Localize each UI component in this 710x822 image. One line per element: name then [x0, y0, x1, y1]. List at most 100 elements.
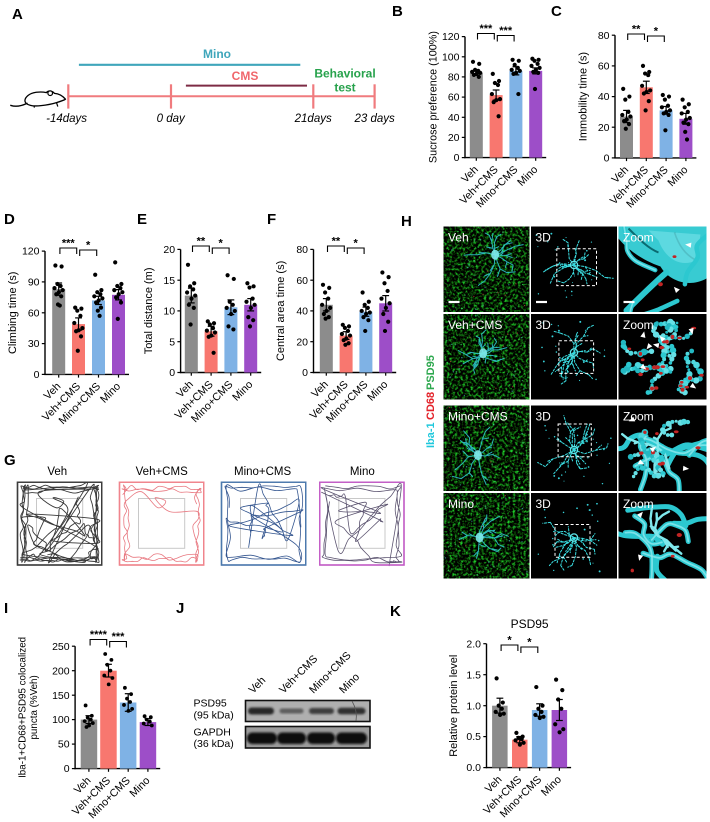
svg-text:CD68: CD68: [425, 392, 437, 420]
svg-text:0 day: 0 day: [157, 113, 186, 125]
svg-text:5: 5: [169, 336, 175, 348]
svg-text:40: 40: [296, 306, 308, 318]
svg-text:CMS: CMS: [232, 69, 259, 83]
svg-text:Zoom: Zoom: [623, 410, 654, 424]
svg-text:150: 150: [52, 690, 70, 702]
svg-text:60: 60: [28, 307, 40, 319]
svg-text:Mino: Mino: [98, 381, 123, 406]
svg-text:(36 kDa): (36 kDa): [194, 738, 234, 750]
svg-text:0: 0: [64, 763, 70, 775]
svg-text:*: *: [507, 635, 512, 647]
svg-text:*: *: [654, 26, 659, 38]
svg-text:Veh: Veh: [247, 674, 269, 696]
svg-text:20: 20: [163, 244, 175, 256]
svg-text:Mino: Mino: [515, 164, 540, 189]
svg-text:Mino+CMS: Mino+CMS: [448, 410, 508, 424]
svg-text:0: 0: [454, 152, 460, 164]
svg-text:23 days: 23 days: [353, 113, 395, 125]
svg-text:D: D: [4, 211, 15, 228]
svg-text:-14days: -14days: [46, 113, 87, 125]
svg-text:0: 0: [302, 367, 308, 379]
svg-text:Mino+CMS: Mino+CMS: [234, 466, 292, 478]
svg-text:80: 80: [598, 30, 610, 42]
svg-text:Veh: Veh: [47, 466, 67, 478]
svg-text:B: B: [392, 3, 403, 20]
svg-text:3D: 3D: [536, 410, 552, 424]
svg-text:1.5: 1.5: [466, 669, 481, 681]
svg-text:1.0: 1.0: [466, 700, 481, 712]
svg-text:Veh: Veh: [448, 231, 469, 245]
svg-text:90: 90: [28, 277, 40, 289]
svg-text:Mino: Mino: [337, 671, 362, 696]
svg-text:Iba-1: Iba-1: [425, 422, 437, 448]
svg-text:Behavioral: Behavioral: [314, 67, 375, 81]
svg-text:K: K: [390, 603, 401, 620]
svg-text:puncta (%Veh): puncta (%Veh): [29, 675, 40, 739]
svg-text:C: C: [551, 3, 562, 20]
svg-text:80: 80: [296, 244, 308, 256]
svg-text:250: 250: [52, 641, 70, 653]
svg-text:***: ***: [499, 25, 513, 37]
svg-text:Mino: Mino: [350, 466, 375, 478]
svg-text:*: *: [219, 238, 224, 250]
svg-text:100: 100: [52, 714, 70, 726]
svg-text:*: *: [86, 240, 91, 252]
svg-text:Total distance (m): Total distance (m): [143, 267, 155, 354]
svg-text:I: I: [4, 600, 8, 617]
svg-text:Immobility time (s): Immobility time (s): [577, 52, 589, 141]
svg-text:E: E: [137, 211, 147, 228]
svg-text:J: J: [176, 600, 184, 617]
svg-text:Sucrose preference (100%): Sucrose preference (100%): [428, 31, 440, 163]
svg-text:Veh+CMS: Veh+CMS: [448, 318, 502, 332]
svg-text:PSD95: PSD95: [425, 355, 437, 390]
svg-text:3D: 3D: [536, 497, 552, 511]
svg-text:PSD95: PSD95: [194, 698, 227, 710]
svg-text:0: 0: [34, 369, 40, 381]
svg-text:(95 kDa): (95 kDa): [194, 710, 234, 722]
svg-text:60: 60: [296, 275, 308, 287]
svg-text:60: 60: [448, 92, 460, 104]
svg-text:Climbing time (s): Climbing time (s): [7, 272, 19, 355]
svg-text:Mino: Mino: [203, 47, 231, 61]
svg-text:10: 10: [163, 306, 175, 318]
svg-text:20: 20: [598, 122, 610, 134]
svg-text:3D: 3D: [536, 231, 552, 245]
svg-text:0: 0: [169, 367, 175, 379]
svg-text:A: A: [12, 6, 23, 23]
svg-text:200: 200: [52, 665, 70, 677]
svg-text:**: **: [632, 24, 641, 36]
svg-text:0: 0: [604, 153, 610, 165]
svg-text:GAPDH: GAPDH: [194, 727, 231, 739]
svg-text:Zoom: Zoom: [623, 231, 654, 245]
svg-text:120: 120: [22, 246, 40, 258]
svg-text:***: ***: [479, 23, 493, 35]
svg-text:40: 40: [448, 112, 460, 124]
svg-text:test: test: [334, 81, 355, 95]
svg-text:120: 120: [442, 31, 460, 43]
svg-text:15: 15: [163, 275, 175, 287]
svg-text:20: 20: [296, 336, 308, 348]
svg-text:2.0: 2.0: [466, 638, 481, 650]
svg-text:*: *: [527, 637, 532, 649]
svg-text:0.0: 0.0: [466, 762, 481, 774]
svg-text:Mino: Mino: [665, 164, 690, 189]
svg-text:21days: 21days: [294, 113, 332, 125]
svg-text:Mino: Mino: [230, 379, 255, 404]
svg-text:PSD95: PSD95: [511, 617, 549, 631]
svg-text:*: *: [354, 238, 359, 250]
svg-text:0.5: 0.5: [466, 731, 481, 743]
svg-text:Mino: Mino: [448, 497, 474, 511]
svg-text:***: ***: [62, 238, 76, 250]
svg-text:Mino: Mino: [127, 775, 152, 800]
svg-text:3D: 3D: [536, 318, 552, 332]
svg-text:Zoom: Zoom: [623, 497, 654, 511]
svg-text:100: 100: [442, 51, 460, 63]
svg-text:Relative protein level: Relative protein level: [448, 655, 460, 757]
svg-text:Zoom: Zoom: [623, 318, 654, 332]
svg-text:F: F: [267, 211, 276, 228]
svg-text:40: 40: [598, 91, 610, 103]
svg-text:50: 50: [58, 739, 70, 751]
svg-text:**: **: [197, 236, 206, 248]
svg-text:Central area time (s): Central area time (s): [275, 261, 287, 361]
svg-text:**: **: [332, 236, 341, 248]
